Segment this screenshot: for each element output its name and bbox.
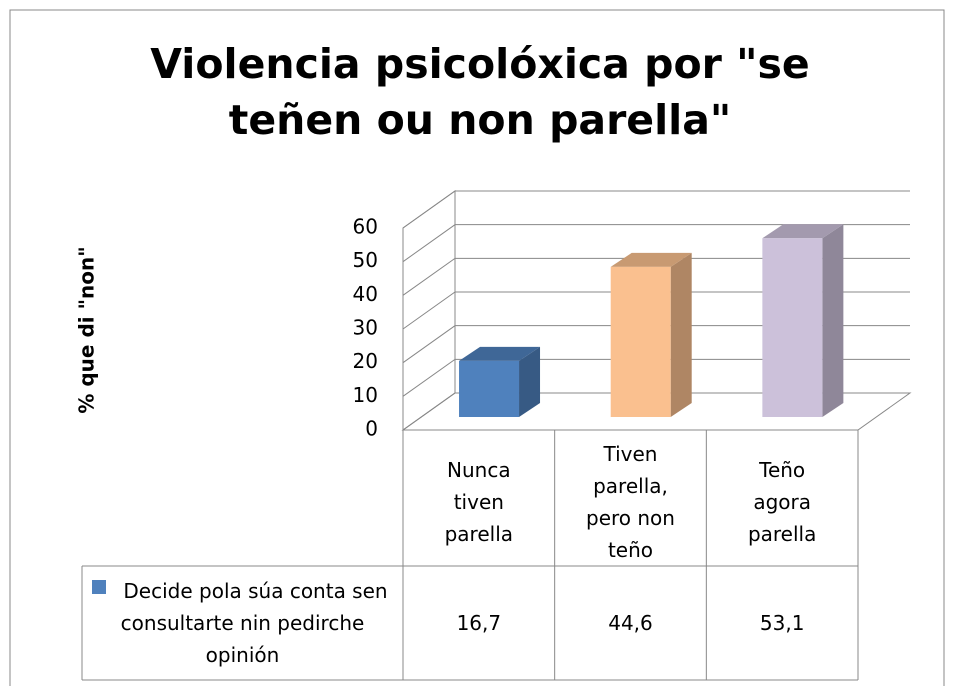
bar-front bbox=[762, 238, 823, 418]
x-tick-label: Nunca tiven parella bbox=[444, 458, 514, 546]
data-label: 53,1 bbox=[759, 611, 805, 635]
grid-line bbox=[402, 358, 910, 397]
y-tick-label: 60 bbox=[353, 215, 378, 239]
legend-cell: Decide pola súa conta sen consultarte ni… bbox=[120, 579, 388, 667]
bar-front bbox=[610, 266, 671, 418]
y-tick-label: 10 bbox=[353, 383, 378, 407]
grid-line bbox=[402, 257, 910, 296]
category-cell: Teño agora parella bbox=[706, 438, 858, 566]
y-tick-label: 40 bbox=[353, 282, 378, 306]
category-cell: Nunca tiven parella bbox=[403, 438, 555, 566]
bar-top bbox=[459, 346, 541, 361]
chart-border bbox=[9, 9, 945, 686]
chart-title: Violencia psicolóxica por "se teñen ou n… bbox=[150, 40, 810, 144]
y-tick-label: 0 bbox=[365, 417, 378, 441]
data-label: 44,6 bbox=[608, 611, 653, 635]
legend-swatch bbox=[92, 580, 106, 594]
y-axis-label: % que di "non" bbox=[75, 246, 99, 413]
bar-side bbox=[670, 252, 692, 418]
bar-front bbox=[459, 360, 520, 418]
y-tick-label: 50 bbox=[353, 248, 378, 272]
y-tick-label: 20 bbox=[353, 349, 378, 373]
x-tick-label: Tiven parella, pero non teño bbox=[586, 442, 675, 562]
category-cell: Tiven parella, pero non teño bbox=[555, 438, 707, 566]
grid-line bbox=[402, 392, 910, 431]
bar-top bbox=[762, 224, 844, 239]
grid-line bbox=[402, 190, 910, 229]
bar bbox=[610, 252, 692, 418]
x-tick-label: Teño agora parella bbox=[747, 458, 817, 546]
bar-side bbox=[822, 224, 844, 418]
bar bbox=[762, 224, 844, 418]
grid-line bbox=[402, 291, 910, 330]
bar bbox=[459, 346, 541, 418]
bar-side bbox=[519, 346, 541, 418]
grid-line bbox=[402, 224, 910, 263]
grid-line bbox=[402, 325, 910, 364]
y-tick-label: 30 bbox=[353, 316, 378, 340]
bar-top bbox=[610, 252, 692, 267]
data-label: 16,7 bbox=[456, 611, 502, 635]
